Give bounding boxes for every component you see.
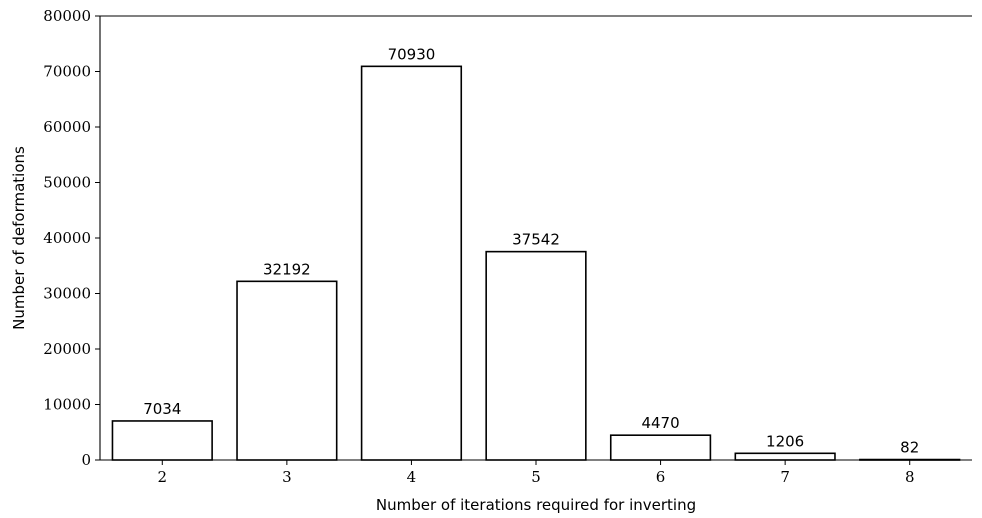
x-tick-label: 2	[158, 468, 168, 486]
x-tick-label: 6	[656, 468, 666, 486]
x-tick-label: 7	[780, 468, 790, 486]
data-label-2: 7034	[143, 400, 181, 418]
x-tick-label: 5	[531, 468, 541, 486]
data-label-6: 4470	[641, 414, 679, 432]
data-label-7: 1206	[766, 432, 804, 450]
y-tick-label: 30000	[43, 285, 91, 303]
data-label-8: 82	[900, 439, 919, 457]
y-tick-label: 70000	[43, 63, 91, 81]
x-tick-label: 4	[407, 468, 417, 486]
x-ticks-group: 2 3 4 5 6 7 8	[158, 460, 915, 486]
y-tick-label: 50000	[43, 174, 91, 192]
y-tick-label: 10000	[43, 396, 91, 414]
x-tick-label: 8	[905, 468, 915, 486]
x-tick-label: 3	[282, 468, 292, 486]
bar-6	[609, 434, 712, 461]
y-tick-label: 0	[81, 451, 91, 469]
bar-2	[111, 420, 213, 461]
y-axis-title: Number of deformations	[10, 146, 28, 330]
y-tick-label: 40000	[43, 229, 91, 247]
x-axis-title: Number of iterations required for invert…	[376, 496, 696, 514]
y-tick-label: 60000	[43, 118, 91, 136]
bar-5	[485, 250, 587, 461]
bars-group	[111, 65, 961, 461]
bar-3	[236, 280, 338, 461]
data-label-4: 70930	[388, 45, 436, 63]
y-tick-label: 20000	[43, 340, 91, 358]
data-labels-group: 7034 32192 70930 37542 4470 1206 82	[143, 45, 919, 456]
data-label-3: 32192	[263, 260, 311, 278]
y-tick-label: 80000	[43, 7, 91, 25]
y-ticks-group: 0 10000 20000 30000 40000 50000 60000 70000 8000…	[43, 7, 100, 469]
data-label-5: 37542	[512, 231, 560, 249]
bar-4	[360, 65, 463, 461]
bar-7	[734, 452, 836, 461]
